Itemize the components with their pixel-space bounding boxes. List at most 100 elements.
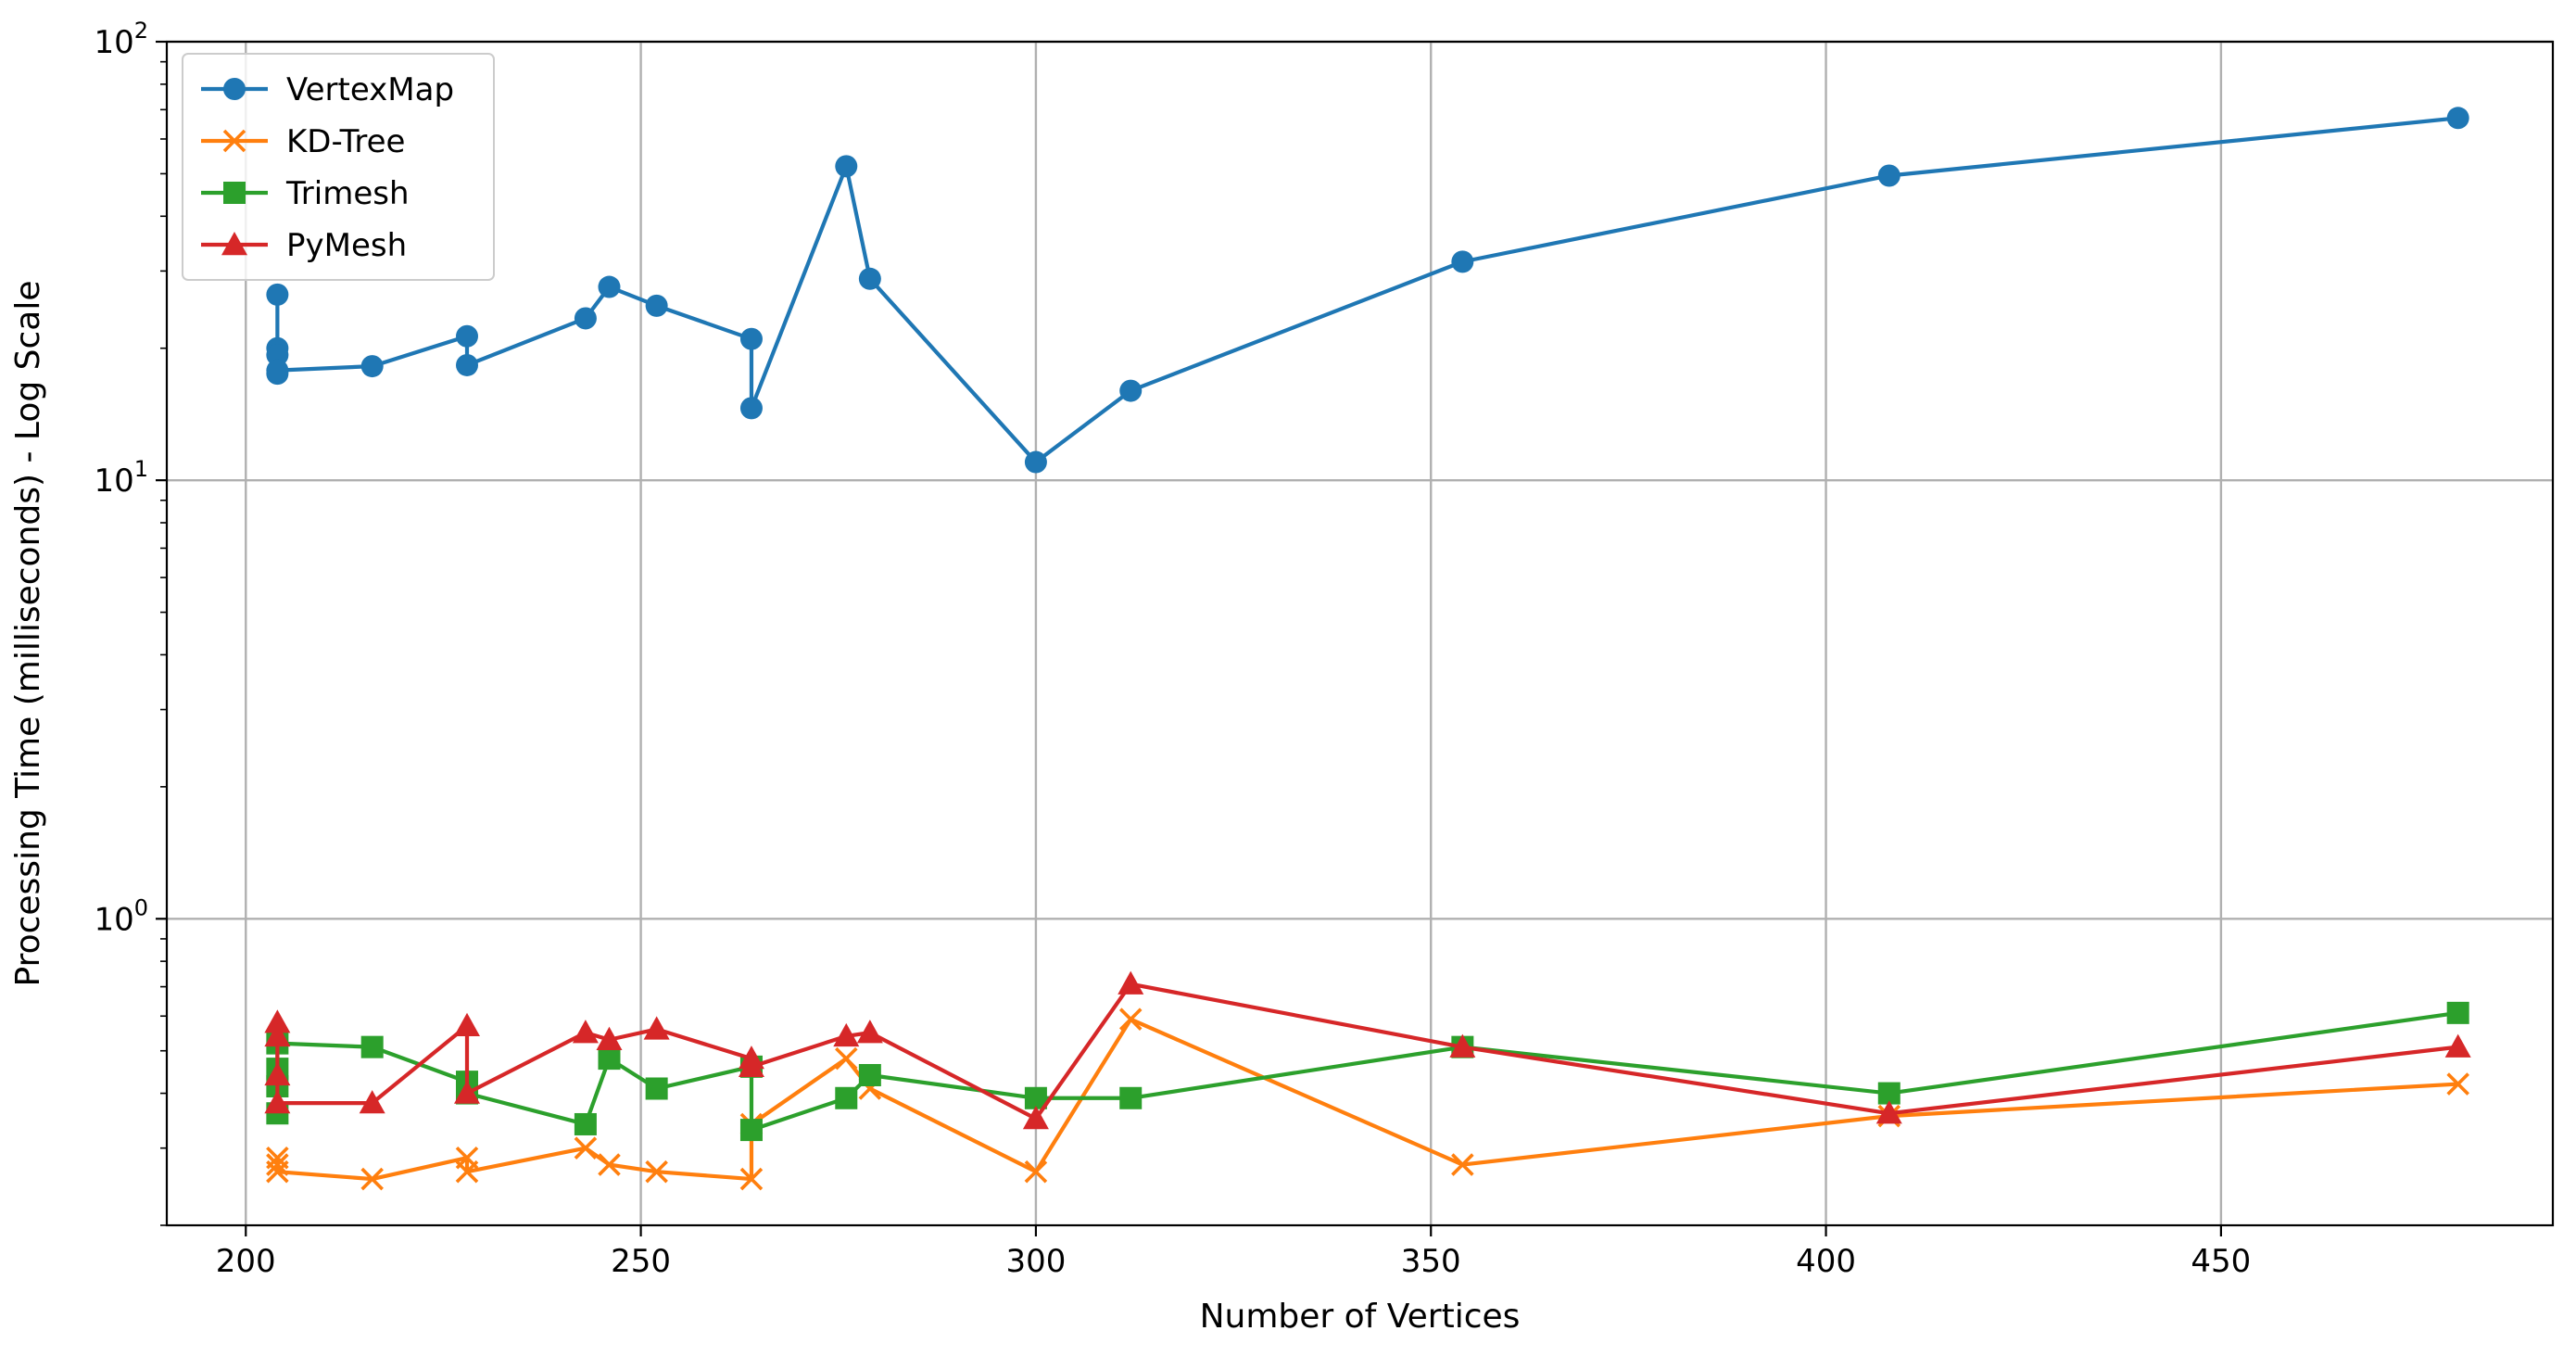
- x-axis-label: Number of Vertices: [1200, 1298, 1521, 1336]
- legend: VertexMap KD-Tree Trimesh PyMesh: [182, 53, 495, 281]
- y-tick-label: 100: [94, 894, 148, 938]
- data-point-x: [739, 1167, 764, 1191]
- data-point-circle: [835, 155, 858, 178]
- data-point-x: [222, 129, 246, 153]
- legend-item: VertexMap: [201, 71, 454, 108]
- data-point-x: [266, 1153, 289, 1176]
- data-point-circle: [1024, 450, 1047, 474]
- y-tick-label: 101: [94, 456, 148, 500]
- data-point-x: [1451, 1153, 1474, 1176]
- data-point-circle: [574, 307, 597, 330]
- data-point-triangle: [454, 1012, 481, 1036]
- data-point-circle: [598, 275, 621, 298]
- data-point-triangle: [596, 1026, 623, 1050]
- data-point-triangle: [1022, 1106, 1049, 1130]
- y-axis-label: Processing Time (milliseconds) - Log Sca…: [9, 280, 47, 986]
- data-point-square: [360, 1035, 384, 1058]
- data-point-circle: [223, 78, 246, 100]
- data-point-triangle: [572, 1020, 599, 1044]
- data-point-circle: [858, 267, 881, 290]
- data-point-square: [1119, 1086, 1143, 1109]
- legend-label: VertexMap: [286, 71, 454, 108]
- data-point-circle: [456, 353, 479, 376]
- data-point-square: [2446, 1001, 2469, 1024]
- data-point-triangle: [454, 1080, 481, 1104]
- data-point-x: [1024, 1160, 1048, 1184]
- grid: [167, 40, 2553, 1225]
- y-tick-exponent: 1: [134, 456, 148, 482]
- x-tick-label: 250: [611, 1243, 671, 1280]
- data-point-x: [574, 1136, 598, 1160]
- plot-frame: [165, 40, 2555, 1227]
- data-point-x: [598, 1153, 621, 1176]
- legend-item: KD-Tree: [201, 123, 405, 160]
- x-tick-label: 350: [1401, 1243, 1461, 1280]
- series-vertexmap: [266, 107, 2469, 474]
- series-kd-tree: [266, 1007, 2469, 1191]
- data-point-circle: [1877, 164, 1900, 187]
- y-tick-base: 10: [94, 24, 133, 61]
- data-point-circle: [739, 397, 763, 420]
- data-point-triangle: [264, 1061, 291, 1086]
- series-pymesh: [264, 970, 2471, 1130]
- y-tick-label: 102: [94, 18, 148, 61]
- data-point-square: [835, 1086, 858, 1109]
- data-point-x: [1118, 1007, 1143, 1031]
- data-point-circle: [360, 355, 384, 378]
- series-trimesh: [266, 1001, 2469, 1142]
- data-point-x: [266, 1160, 289, 1184]
- legend-item: Trimesh: [201, 175, 410, 212]
- legend-box: [182, 53, 495, 281]
- data-point-square: [858, 1063, 881, 1086]
- x-tick-label: 200: [216, 1243, 276, 1280]
- data-point-triangle: [264, 1009, 291, 1033]
- y-tick-exponent: 2: [134, 18, 148, 44]
- data-point-triangle: [1118, 970, 1144, 995]
- data-point-square: [223, 182, 246, 204]
- data-point-circle: [2446, 107, 2469, 130]
- legend-label: KD-Tree: [286, 123, 405, 160]
- data-point-circle: [645, 294, 668, 317]
- data-point-square: [645, 1077, 668, 1100]
- data-point-triangle: [264, 1022, 291, 1047]
- data-point-circle: [266, 344, 289, 367]
- x-tick-label: 400: [1796, 1243, 1856, 1280]
- data-point-circle: [1451, 250, 1474, 273]
- data-point-circle: [739, 327, 763, 350]
- data-point-circle: [266, 359, 289, 382]
- data-point-triangle: [2444, 1033, 2471, 1058]
- series-line: [275, 1017, 2458, 1182]
- y-tick-exponent: 0: [134, 894, 148, 920]
- data-point-x: [2446, 1072, 2469, 1096]
- data-point-triangle: [1449, 1033, 1476, 1058]
- data-point-triangle: [738, 1053, 764, 1078]
- y-tick-base: 10: [94, 901, 133, 938]
- x-tick-label: 300: [1005, 1243, 1066, 1280]
- data-point-x: [360, 1167, 384, 1191]
- x-tick-label: 450: [2191, 1243, 2251, 1280]
- data-point-square: [598, 1047, 621, 1071]
- data-point-triangle: [1875, 1100, 1902, 1124]
- y-tick-base: 10: [94, 463, 133, 500]
- data-point-circle: [1119, 379, 1143, 402]
- data-point-square: [739, 1119, 763, 1142]
- data-point-square: [574, 1112, 597, 1135]
- data-point-circle: [266, 283, 289, 306]
- data-point-triangle: [833, 1022, 860, 1047]
- data-point-x: [645, 1160, 668, 1184]
- data-point-triangle: [856, 1020, 883, 1044]
- data-point-triangle: [643, 1016, 670, 1040]
- series-group: [264, 107, 2471, 1191]
- data-point-x: [835, 1046, 858, 1071]
- legend-label: PyMesh: [286, 227, 407, 264]
- data-point-triangle: [359, 1090, 385, 1114]
- legend-label: Trimesh: [285, 175, 410, 212]
- data-point-triangle: [264, 1090, 291, 1114]
- data-point-triangle: [221, 232, 247, 256]
- data-point-x: [455, 1160, 479, 1184]
- data-point-circle: [456, 324, 479, 348]
- legend-item: PyMesh: [201, 227, 407, 264]
